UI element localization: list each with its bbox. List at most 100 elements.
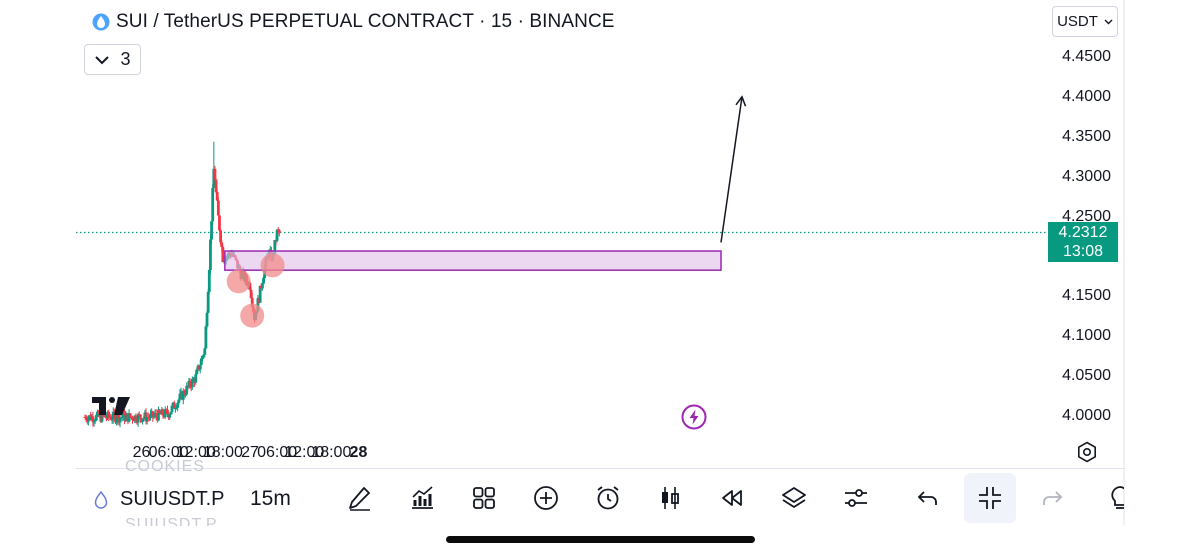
price-tick-label: 4.3000 [1062,167,1111,185]
candle-body [93,420,97,422]
symbol-title[interactable]: SUI / TetherUS PERPETUAL CONTRACT · 15 ·… [92,10,615,34]
time-tick-label: 06:00 [148,444,189,461]
time-tick-label: 28 [349,444,368,461]
candle-body [172,402,176,409]
candle-body [128,413,132,418]
candle-body [115,420,119,423]
candle-body [158,409,161,414]
candle-body [261,283,264,289]
candle-body [248,282,252,290]
candle-body [112,411,116,415]
candles-series [83,141,281,428]
add-button[interactable] [530,482,562,514]
symbol-label: SUIUSDT.P [120,488,224,510]
candle-body [157,409,160,421]
ghost-text-bottom: SUIUSDT.P [125,516,218,526]
candle-body [249,289,253,298]
object-tree-button[interactable] [778,482,810,514]
candle-body [176,402,180,408]
alert-button[interactable] [592,482,624,514]
candle-body [163,409,167,417]
candle-body [145,417,149,422]
price-tick-label: 4.0500 [1062,367,1111,385]
candle-body [218,215,221,231]
marker-circle [260,253,285,278]
currency-select[interactable]: USDT [1052,6,1118,37]
price-tick-label: 4.1000 [1062,327,1111,345]
resistance-zone [224,250,722,271]
candle-body [92,421,96,423]
candle-body [211,188,215,222]
collapse-indicators-button[interactable]: 3 [84,44,141,75]
candles-icon [662,487,679,509]
candle-body [105,417,108,419]
candle-body [205,312,209,327]
sui-drop-icon [94,490,108,509]
candle-body [258,285,262,303]
price-tick-label: 4.1500 [1062,287,1111,305]
candle-body [177,399,181,403]
candle-body [262,277,265,284]
fullscreen-toggle-button[interactable] [964,473,1016,523]
candle-body [169,411,173,415]
ideas-button[interactable] [1106,482,1124,514]
candle-body [154,413,158,417]
candle-body [120,417,124,419]
candle-body [91,416,95,423]
undo-button[interactable] [912,482,944,514]
candle-body [277,230,281,233]
projection-arrow-head [735,95,747,107]
candle-body [100,412,104,422]
settings-icon[interactable] [1076,441,1098,463]
candle-body [127,413,131,422]
chart-type-button[interactable] [654,482,686,514]
marker-circle [226,269,251,294]
symbol-search-button[interactable]: SUIUSDT.P [94,488,224,511]
chart-settings-button[interactable] [840,482,872,514]
lightning-icon[interactable] [681,404,707,430]
drawing-tools-button[interactable] [344,482,376,514]
time-tick-label: 12:00 [175,444,216,461]
candle-body [203,348,207,355]
candle-body [195,369,199,375]
candle-body [114,414,117,423]
candle-body [219,230,222,243]
candle-body [181,391,185,400]
indicators-button[interactable] [406,482,438,514]
candle-body [144,412,148,422]
candle-body [149,413,152,418]
candle-body [209,239,212,270]
price-tick-label: 4.4500 [1062,47,1111,65]
chevron-down-icon [95,55,110,64]
candle-body [148,417,151,419]
replay-button[interactable] [716,482,748,514]
candle-body [86,417,90,422]
annotations [224,95,747,328]
ghost-text-top: COOKIES [125,458,205,475]
candle-body [201,356,204,359]
time-tick-label: 18:00 [202,444,243,461]
candle-body [220,242,224,248]
candle-body [221,247,225,262]
sliders-icon [845,489,867,507]
candle-body [138,414,142,419]
candle-body [188,380,192,387]
pencil-icon [349,487,370,511]
candle-body [136,414,140,423]
candle-body [250,297,254,307]
current-price: 4.2312 [1058,224,1108,241]
tradingview-logo-icon [92,397,130,415]
candle-body [111,411,115,420]
candle-body [103,415,107,418]
interval-button[interactable]: 15m [250,487,291,510]
candle-body [256,298,260,312]
candle-body [276,229,280,231]
candle-body [152,415,156,418]
alarm-icon [597,486,619,510]
layout-button[interactable] [468,482,500,514]
candle-body [166,409,169,415]
bar-countdown: 13:08 [1062,243,1104,260]
candle-body [108,417,112,419]
